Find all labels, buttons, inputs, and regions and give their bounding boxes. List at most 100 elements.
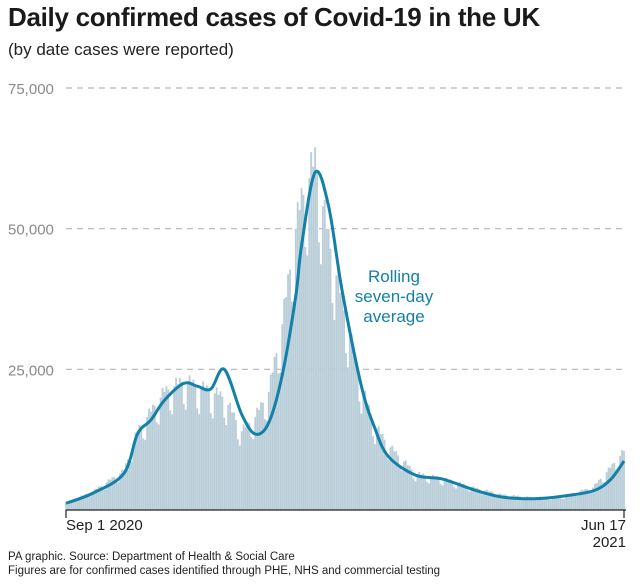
- bar: [584, 488, 587, 510]
- bar: [476, 487, 479, 510]
- bar: [474, 488, 477, 510]
- chart-title: Daily confirmed cases of Covid-19 in the…: [8, 2, 540, 32]
- bar: [167, 389, 170, 510]
- bar: [67, 501, 69, 510]
- bar: [250, 437, 253, 510]
- bar: [501, 494, 504, 510]
- bar: [364, 390, 367, 510]
- bar: [240, 431, 243, 510]
- bar: [221, 396, 224, 510]
- bar: [451, 481, 454, 510]
- bar: [231, 412, 233, 510]
- bar: [312, 166, 315, 511]
- bar: [126, 459, 129, 510]
- bar: [381, 433, 384, 510]
- bar: [335, 275, 338, 510]
- bar: [366, 403, 369, 510]
- bar: [136, 431, 139, 510]
- bar: [391, 445, 394, 510]
- x-tick-label-end: Jun 17: [581, 517, 626, 534]
- bar: [379, 434, 382, 510]
- bar: [151, 404, 154, 510]
- bar: [453, 486, 455, 510]
- bar: [72, 499, 75, 510]
- bar: [551, 497, 554, 510]
- rolling-average-line: [65, 169, 626, 505]
- bar: [343, 310, 345, 510]
- bar: [182, 403, 185, 510]
- bar: [375, 428, 378, 510]
- bar: [458, 481, 461, 510]
- bar: [466, 490, 469, 510]
- bar: [509, 498, 511, 510]
- bar: [528, 497, 531, 510]
- bar: [84, 494, 87, 510]
- bar: [433, 477, 436, 510]
- bar: [132, 442, 135, 510]
- bar: [574, 495, 577, 510]
- bar: [273, 357, 276, 510]
- bar: [499, 493, 502, 510]
- bar: [97, 486, 100, 510]
- bar: [146, 417, 148, 510]
- bar: [291, 301, 293, 510]
- bar: [304, 247, 307, 511]
- bar: [416, 473, 419, 510]
- bar: [159, 397, 162, 510]
- bar: [547, 499, 550, 510]
- bar: [236, 439, 239, 510]
- bar: [269, 374, 272, 510]
- bar: [354, 354, 357, 510]
- bar: [94, 488, 96, 510]
- bar: [530, 496, 533, 510]
- bar: [418, 471, 421, 510]
- bar: [200, 387, 203, 510]
- bar: [86, 493, 89, 510]
- bar: [238, 445, 241, 510]
- bar: [111, 477, 114, 510]
- bar: [306, 255, 309, 510]
- bar: [480, 493, 483, 510]
- bar: [281, 324, 284, 510]
- bar: [439, 483, 442, 510]
- bar: [219, 391, 222, 510]
- bar: [370, 414, 372, 510]
- footnote: Figures are for confirmed cases identifi…: [8, 565, 441, 577]
- bar: [430, 476, 432, 510]
- bar: [316, 172, 318, 510]
- bar: [487, 491, 490, 510]
- bar: [489, 491, 492, 510]
- bar: [142, 438, 145, 510]
- line-annotation: average: [363, 307, 424, 326]
- bar: [619, 455, 622, 510]
- bar: [292, 301, 295, 510]
- bar: [134, 432, 137, 510]
- bar: [374, 444, 376, 510]
- bar: [287, 274, 289, 510]
- bar: [298, 209, 301, 510]
- bar: [495, 497, 498, 510]
- bar: [352, 352, 355, 510]
- chart-subtitle: (by date cases were reported): [8, 40, 234, 59]
- bar: [113, 477, 116, 510]
- bar: [337, 270, 340, 510]
- bar: [121, 469, 123, 510]
- bar: [350, 334, 353, 510]
- bar: [262, 402, 264, 510]
- bar: [70, 499, 73, 510]
- bar: [196, 408, 199, 510]
- bar: [82, 495, 85, 510]
- bar: [88, 496, 91, 510]
- bar: [109, 479, 112, 510]
- bar: [368, 404, 371, 510]
- bar: [346, 367, 349, 510]
- bar: [513, 495, 515, 510]
- bar: [420, 474, 423, 510]
- bar: [524, 496, 527, 510]
- y-tick-label: 75,000: [8, 81, 54, 98]
- bar: [395, 451, 398, 510]
- bar: [402, 461, 405, 510]
- bar: [401, 470, 403, 510]
- bar: [173, 386, 176, 510]
